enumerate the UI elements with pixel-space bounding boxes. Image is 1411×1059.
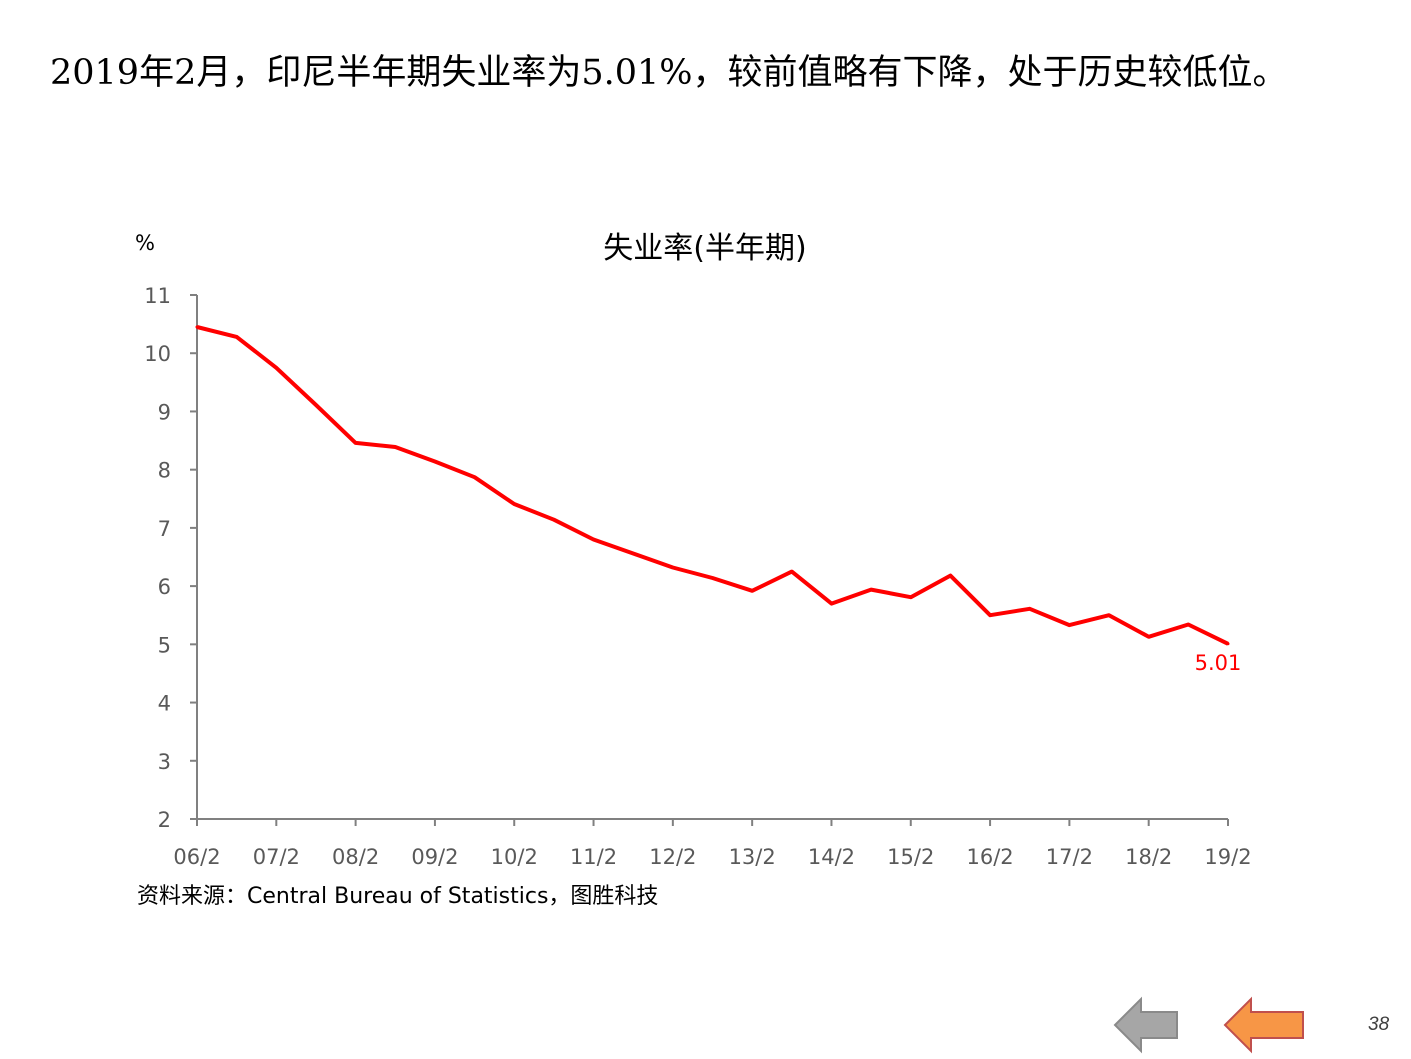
data-point bbox=[790, 570, 794, 574]
chart-title: 失业率(半年期) bbox=[603, 231, 806, 266]
data-point bbox=[671, 565, 675, 569]
data-point bbox=[473, 475, 477, 479]
source-note: 资料来源：Central Bureau of Statistics，图胜科技 bbox=[137, 884, 659, 909]
data-point bbox=[1226, 642, 1230, 646]
x-tick-label: 15/2 bbox=[887, 845, 934, 869]
data-point bbox=[393, 445, 397, 449]
x-tick-label: 13/2 bbox=[729, 845, 776, 869]
y-axis: 2 3 4 5 6 7 8 9 10 11 bbox=[144, 284, 197, 832]
back-button[interactable] bbox=[1113, 996, 1181, 1059]
arrow-left-icon bbox=[1223, 996, 1304, 1054]
data-point bbox=[750, 589, 754, 593]
page-number: 38 bbox=[1368, 1014, 1390, 1035]
x-tick-label: 17/2 bbox=[1046, 845, 1093, 869]
data-point bbox=[829, 602, 833, 606]
y-tick-label: 6 bbox=[158, 575, 171, 599]
y-tick-label: 4 bbox=[158, 692, 171, 716]
data-point bbox=[631, 552, 635, 556]
data-point bbox=[235, 335, 239, 339]
series-line bbox=[196, 325, 1229, 646]
data-point bbox=[314, 403, 318, 407]
y-tick-label: 2 bbox=[158, 808, 171, 832]
y-tick-label: 11 bbox=[144, 284, 171, 308]
data-point bbox=[1028, 607, 1032, 611]
arrow-left-icon bbox=[1113, 996, 1178, 1054]
chart-axes bbox=[196, 295, 1228, 820]
data-point bbox=[1147, 635, 1151, 639]
x-tick-label: 18/2 bbox=[1125, 845, 1172, 869]
data-point bbox=[711, 576, 714, 580]
x-tick-label: 16/2 bbox=[966, 845, 1013, 869]
x-tick-label: 06/2 bbox=[173, 845, 220, 869]
annotation-group: 5.01 bbox=[1195, 651, 1242, 675]
data-point bbox=[354, 441, 358, 445]
x-tick-label: 12/2 bbox=[649, 845, 696, 869]
x-tick-label: 08/2 bbox=[332, 845, 379, 869]
data-point bbox=[195, 325, 199, 329]
x-tick-label: 10/2 bbox=[491, 845, 538, 869]
data-point bbox=[909, 595, 913, 599]
y-tick-label: 10 bbox=[144, 342, 171, 366]
data-point bbox=[274, 366, 278, 370]
x-tick-label: 11/2 bbox=[570, 845, 617, 869]
y-tick-label: 9 bbox=[158, 400, 171, 424]
x-axis: 06/2 07/2 08/2 09/2 10/2 11/2 12/2 13/2 14/2 15/2… bbox=[173, 819, 1252, 869]
y-tick-label: 8 bbox=[158, 459, 171, 483]
data-point bbox=[988, 613, 992, 617]
y-tick-label: 5 bbox=[158, 633, 171, 657]
series-group bbox=[195, 325, 1230, 646]
data-point bbox=[433, 460, 437, 464]
x-tick-label: 09/2 bbox=[411, 845, 458, 869]
headline-text: 2019年2月，印尼半年期失业率为5.01%，较前值略有下降，处于历史较低位。 bbox=[50, 53, 1288, 93]
y-tick-label: 3 bbox=[158, 750, 171, 774]
x-tick-label: 19/2 bbox=[1204, 845, 1251, 869]
x-tick-label: 07/2 bbox=[253, 845, 300, 869]
data-point bbox=[1067, 623, 1071, 627]
data-point bbox=[1107, 613, 1111, 617]
y-tick-label: 7 bbox=[158, 517, 171, 541]
data-label: 5.01 bbox=[1195, 651, 1242, 675]
data-point bbox=[948, 574, 952, 578]
next-button[interactable] bbox=[1223, 996, 1307, 1059]
data-point bbox=[869, 588, 873, 592]
data-point bbox=[512, 502, 516, 506]
x-tick-label: 14/2 bbox=[808, 845, 855, 869]
data-point bbox=[1186, 623, 1190, 627]
data-point bbox=[592, 538, 596, 542]
y-axis-unit-label: % bbox=[135, 231, 155, 255]
data-point bbox=[552, 518, 556, 522]
